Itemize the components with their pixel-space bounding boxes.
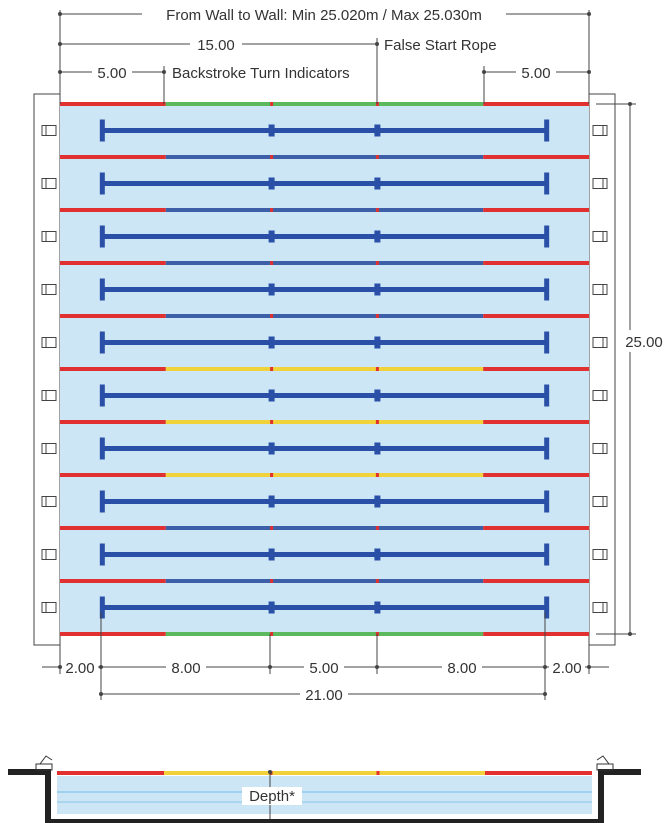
- starting-block: [592, 602, 608, 613]
- starting-block: [41, 602, 57, 613]
- wall-to-wall-label: From Wall to Wall: Min 25.020m / Max 25.…: [166, 7, 482, 24]
- backstroke-turn-indicators-label: Backstroke Turn Indicators: [172, 65, 350, 82]
- starting-block: [592, 390, 608, 401]
- lane-cross-mark: [374, 389, 381, 402]
- starting-block: [41, 443, 57, 454]
- bottom-dim-4: 8.00: [447, 660, 476, 677]
- dim-backstroke-indicators: 5.00 Backstroke Turn Indicators 5.00: [58, 62, 591, 104]
- bottom-dim-1: 2.00: [65, 660, 94, 677]
- lane-cross-mark: [374, 442, 381, 455]
- lane-markings: [99, 119, 550, 619]
- lane-cross-mark: [268, 548, 275, 561]
- lane-cross-mark: [268, 336, 275, 349]
- lane-cross-mark: [374, 495, 381, 508]
- starting-blocks: [41, 125, 608, 613]
- lane-cross-mark: [268, 177, 275, 190]
- starting-block: [592, 231, 608, 242]
- lane-cross-mark: [268, 442, 275, 455]
- starting-block: [41, 231, 57, 242]
- backstroke-right-distance-label: 5.00: [521, 65, 550, 82]
- lane-line-length-label: 21.00: [305, 687, 343, 704]
- pool-cross-section: Depth*: [8, 755, 641, 823]
- lane-cross-mark: [268, 230, 275, 243]
- starting-block: [592, 125, 608, 136]
- dim-lane-line-length: 21.00: [99, 684, 547, 704]
- starting-block: [41, 284, 57, 295]
- starting-block: [41, 125, 57, 136]
- backstroke-left-distance-label: 5.00: [97, 65, 126, 82]
- starting-block: [592, 549, 608, 560]
- bottom-dim-3: 5.00: [309, 660, 338, 677]
- starting-block: [41, 337, 57, 348]
- dim-false-start-rope: 15.00 False Start Rope: [58, 34, 497, 104]
- section-water: [57, 776, 592, 814]
- starting-block: [592, 443, 608, 454]
- starting-block: [592, 178, 608, 189]
- lane-cross-mark: [374, 336, 381, 349]
- lane-cross-mark: [268, 389, 275, 402]
- lane-cross-mark: [374, 177, 381, 190]
- pool-width-label: 25.00: [625, 334, 663, 351]
- section-lane-rope: [57, 771, 592, 775]
- false-start-distance-label: 15.00: [197, 37, 235, 54]
- lane-cross-mark: [374, 124, 381, 137]
- starting-block: [592, 496, 608, 507]
- lane-cross-mark: [268, 601, 275, 614]
- starting-block: [592, 337, 608, 348]
- depth-label: Depth*: [249, 788, 295, 805]
- bottom-dim-5: 2.00: [552, 660, 581, 677]
- deck-outline-right: [588, 93, 616, 646]
- starting-block: [41, 178, 57, 189]
- starting-block: [41, 390, 57, 401]
- lane-cross-mark: [374, 230, 381, 243]
- starting-block: [41, 549, 57, 560]
- deck-outline-left: [33, 93, 61, 646]
- lane-cross-mark: [374, 548, 381, 561]
- dim-bottom-segments: 2.00 8.00 5.00 8.00 2.00: [42, 612, 609, 700]
- lane-cross-mark: [268, 495, 275, 508]
- lane-cross-mark: [268, 124, 275, 137]
- bottom-dim-2: 8.00: [171, 660, 200, 677]
- lane-cross-mark: [374, 601, 381, 614]
- starting-block: [592, 284, 608, 295]
- dim-wall-to-wall: From Wall to Wall: Min 25.020m / Max 25.…: [58, 4, 591, 104]
- false-start-rope-label: False Start Rope: [384, 37, 497, 54]
- lane-ropes: [60, 102, 589, 636]
- starting-block: [41, 496, 57, 507]
- lane-cross-mark: [374, 283, 381, 296]
- lane-cross-mark: [268, 283, 275, 296]
- dim-pool-width: 25.00: [596, 102, 664, 636]
